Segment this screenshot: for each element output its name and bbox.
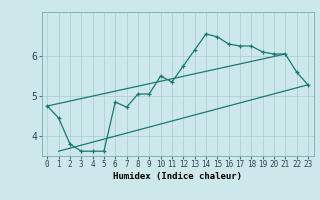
X-axis label: Humidex (Indice chaleur): Humidex (Indice chaleur) (113, 172, 242, 181)
